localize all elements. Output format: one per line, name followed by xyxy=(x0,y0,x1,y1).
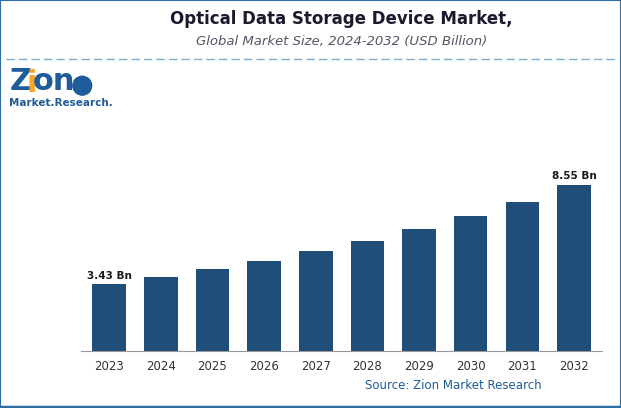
Bar xyxy=(299,251,332,351)
Bar xyxy=(505,202,539,351)
Text: i: i xyxy=(27,69,37,98)
Bar xyxy=(351,241,384,351)
Text: Global Market Size, 2024-2032 (USD Billion): Global Market Size, 2024-2032 (USD Billi… xyxy=(196,35,487,48)
Bar xyxy=(402,229,436,351)
Text: 8.55 Bn: 8.55 Bn xyxy=(551,171,596,181)
Text: on: on xyxy=(33,67,75,96)
Bar xyxy=(247,261,281,351)
Text: Market.Research.: Market.Research. xyxy=(9,98,113,108)
Text: CAGR : 10.66%: CAGR : 10.66% xyxy=(32,379,148,394)
Bar xyxy=(557,185,591,351)
Text: 3.43 Bn: 3.43 Bn xyxy=(87,271,132,281)
Circle shape xyxy=(73,76,91,95)
Bar xyxy=(454,216,487,351)
Bar xyxy=(196,269,229,351)
Text: Optical Data Storage Device Market,: Optical Data Storage Device Market, xyxy=(170,10,513,28)
Bar xyxy=(144,277,178,351)
Text: Z: Z xyxy=(9,67,32,96)
Bar xyxy=(93,284,126,351)
Text: Source: Zion Market Research: Source: Zion Market Research xyxy=(365,379,542,392)
